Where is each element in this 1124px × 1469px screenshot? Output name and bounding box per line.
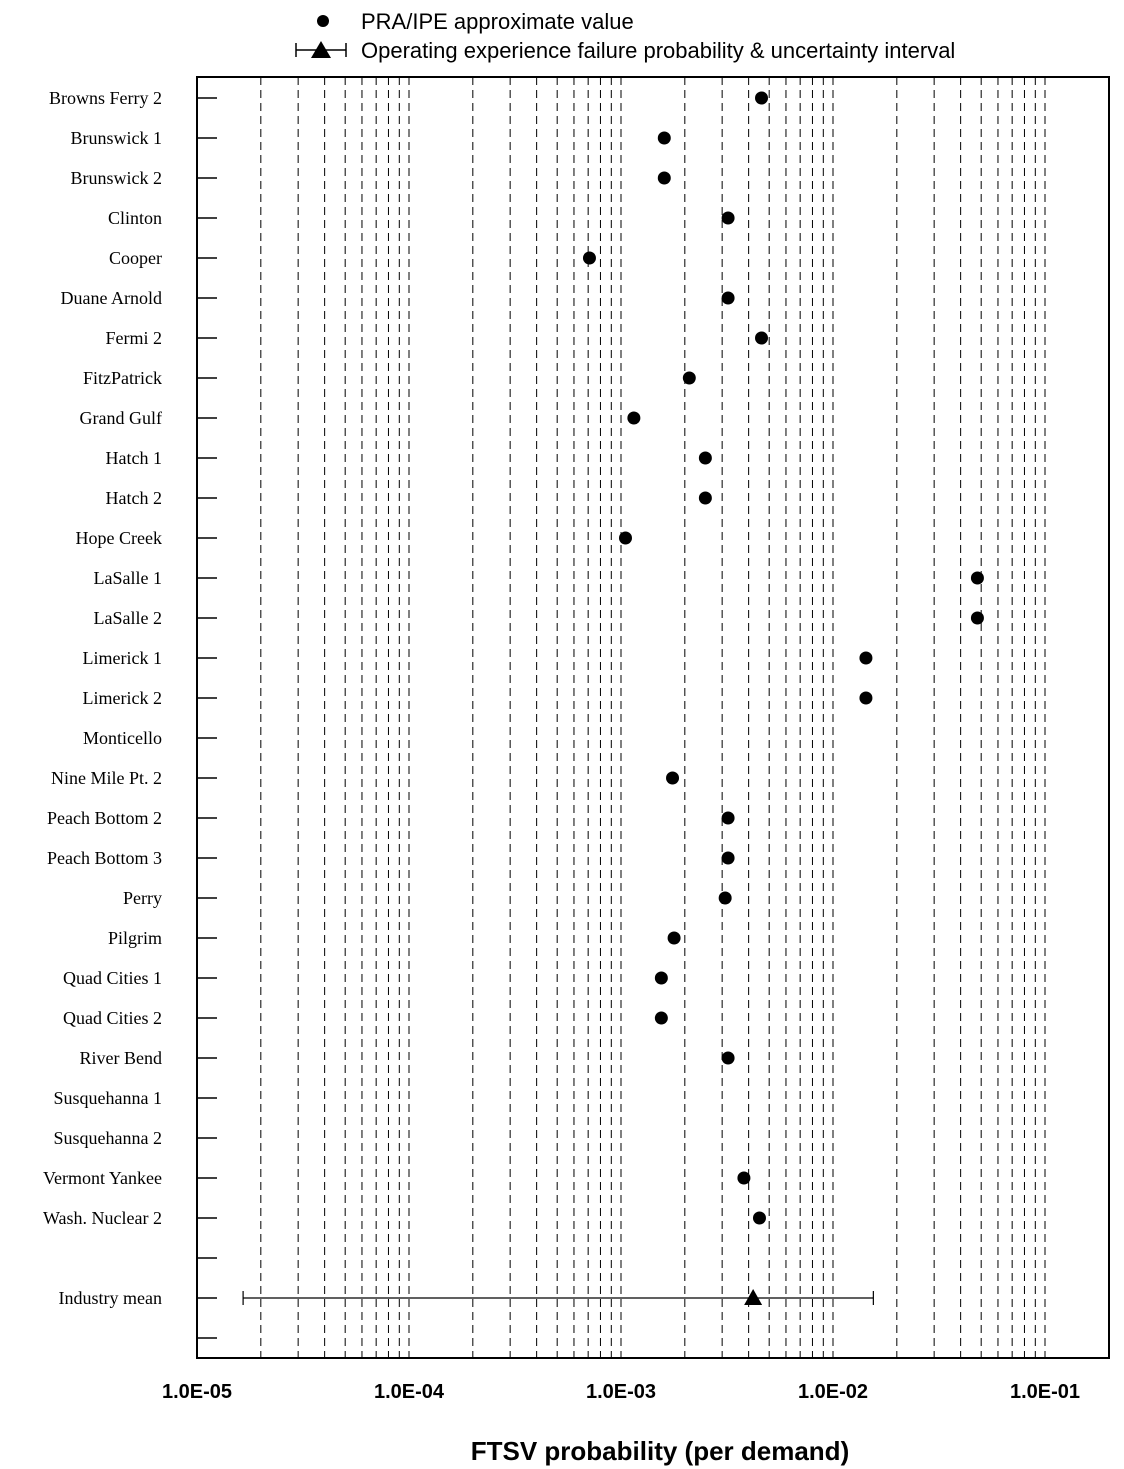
legend-interval-marker — [295, 41, 347, 58]
pra-point — [721, 811, 735, 825]
pra-point — [654, 1011, 668, 1025]
pra-point — [721, 851, 735, 865]
pra-point — [721, 211, 735, 225]
gridlines — [260, 77, 1110, 1358]
industry-mean-triangle — [744, 1289, 763, 1305]
plant-label: Duane Arnold — [61, 288, 162, 308]
x-axis-title: FTSV probability (per demand) — [471, 1436, 849, 1466]
pra-point — [654, 971, 668, 985]
pra-point — [718, 891, 732, 905]
plant-label: Peach Bottom 2 — [47, 808, 162, 828]
x-tick-label: 1.0E-03 — [586, 1381, 656, 1403]
pra-point — [698, 451, 712, 465]
x-tick-label: 1.0E-04 — [374, 1381, 445, 1403]
plant-label: Vermont Yankee — [43, 1168, 162, 1188]
plant-label: Fermi 2 — [106, 328, 163, 348]
pra-point — [970, 571, 984, 585]
plant-label: Susquehanna 1 — [54, 1088, 162, 1108]
plant-label: Clinton — [108, 208, 162, 228]
plant-label: LaSalle 1 — [94, 568, 162, 588]
plant-label: FitzPatrick — [83, 368, 162, 388]
plant-labels: Browns Ferry 2 Brunswick 1 Brunswick 2 Clin… — [43, 88, 162, 1308]
pra-point — [627, 411, 641, 425]
x-tick-labels: 1.0E-05 1.0E-04 1.0E-03 1.0E-02 1.0E-01 — [162, 1381, 1080, 1403]
plant-label: Limerick 2 — [83, 688, 162, 708]
pra-point — [752, 1211, 766, 1225]
plant-label: Brunswick 1 — [71, 128, 163, 148]
plant-label: Hatch 1 — [106, 448, 162, 468]
plant-label: Hope Creek — [76, 528, 162, 548]
plant-label: Brunswick 2 — [71, 168, 163, 188]
plant-label: Susquehanna 2 — [54, 1128, 162, 1148]
plant-label: Industry mean — [59, 1288, 162, 1308]
pra-point — [755, 331, 769, 345]
pra-point — [755, 91, 769, 105]
plot-frame — [196, 76, 1110, 1359]
plant-label: Perry — [123, 888, 162, 908]
plant-label: Quad Cities 2 — [63, 1008, 162, 1028]
x-tick-label: 1.0E-02 — [798, 1381, 868, 1403]
plant-label: Monticello — [83, 728, 162, 748]
pra-point — [721, 1051, 735, 1065]
pra-point — [582, 251, 596, 265]
legend-label-pra: PRA/IPE approximate value — [361, 9, 634, 34]
pra-point — [618, 531, 632, 545]
pra-point — [657, 171, 671, 185]
pra-point — [737, 1171, 751, 1185]
plant-label: Hatch 2 — [106, 488, 162, 508]
plant-label: River Bend — [80, 1048, 163, 1068]
row-ticks — [197, 97, 217, 1339]
pra-point — [859, 691, 873, 705]
pra-point — [721, 291, 735, 305]
legend-circle-marker — [317, 15, 329, 27]
error-bars — [242, 1291, 874, 1305]
data-points — [582, 91, 984, 1305]
plant-label: Limerick 1 — [83, 648, 162, 668]
plant-label: Grand Gulf — [80, 408, 162, 428]
x-tick-label: 1.0E-05 — [162, 1381, 232, 1403]
pra-point — [682, 371, 696, 385]
pra-point — [666, 771, 680, 785]
pra-point — [859, 651, 873, 665]
plant-label: Browns Ferry 2 — [49, 88, 162, 108]
pra-point — [970, 611, 984, 625]
plant-label: Nine Mile Pt. 2 — [51, 768, 162, 788]
legend: PRA/IPE approximate value Operating expe… — [295, 9, 955, 63]
plant-label: Peach Bottom 3 — [47, 848, 162, 868]
plant-label: Cooper — [109, 248, 162, 268]
x-tick-label: 1.0E-01 — [1010, 1381, 1080, 1403]
plant-label: Wash. Nuclear 2 — [43, 1208, 162, 1228]
plant-label: Quad Cities 1 — [63, 968, 162, 988]
legend-label-operating-experience: Operating experience failure probability… — [361, 38, 955, 63]
pra-point — [657, 131, 671, 145]
pra-point — [698, 491, 712, 505]
pra-point — [667, 931, 681, 945]
plant-label: Pilgrim — [108, 928, 162, 948]
plant-label: LaSalle 2 — [94, 608, 162, 628]
